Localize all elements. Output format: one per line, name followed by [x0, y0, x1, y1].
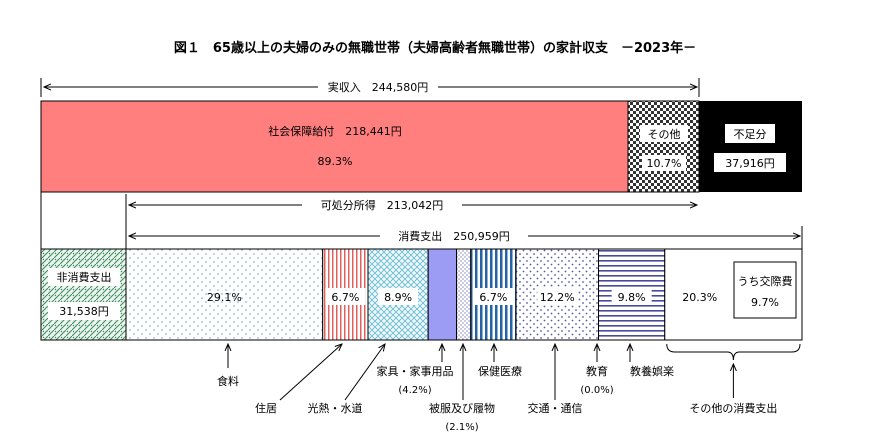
shortfall-bar: [699, 101, 802, 192]
other-income-label-bg: [640, 125, 688, 142]
callout-label-1: 住居: [255, 401, 277, 415]
consumption-pct-bg-2: [378, 288, 419, 305]
social-security-label: 社会保障給付 218,441円: [268, 124, 402, 138]
consumption-label-bg: [380, 227, 528, 245]
consumption-pct-0: 29.1%: [207, 291, 242, 304]
non-consumption-bar: [40, 248, 127, 341]
consumption-pct-6: 12.2%: [540, 291, 575, 304]
consumption-pct-2: 8.9%: [384, 291, 412, 304]
consumption-segments: 29.1% 6.7% 8.9% 6.7% 12.2% 9.8% 20.3% うち交際費 9.7%: [125, 248, 803, 341]
callout-pct-3: (4.2%): [398, 385, 431, 396]
callout-label-2: 光熱・水道: [308, 401, 363, 415]
callout-label-5: 保健医療: [478, 364, 522, 378]
callout-label-7: 教育: [586, 364, 608, 378]
non-consumption-label-bg: [48, 268, 120, 286]
consumption-pct-9: 20.3%: [682, 291, 717, 304]
consumption-pct-bg-1: [325, 288, 366, 305]
income-label: 実収入 244,580円: [328, 80, 429, 94]
page-title: 図１ 65歳以上の夫婦のみの無職世帯（夫婦高齢者無職世帯）の家計収支 －2023…: [174, 40, 696, 56]
entertainment-sub-pct: 9.7%: [751, 296, 779, 309]
callout-label-9: その他の消費支出: [689, 401, 777, 415]
callout-pct-4: (2.1%): [445, 422, 478, 433]
consumption-pct-bg-8: [611, 288, 652, 305]
callout-arrow-1: [279, 344, 342, 401]
non-consumption-amount-bg: [48, 302, 120, 320]
consumption-pct-1: 6.7%: [331, 291, 359, 304]
callout-label-0: 食料: [217, 374, 239, 388]
consumption-bar-4: [456, 248, 472, 341]
shortfall-amount: 37,916円: [725, 157, 775, 170]
consumption-pct-bg-6: [537, 288, 578, 305]
other-income-label: その他: [648, 128, 681, 141]
shortfall-amount-bg: [714, 153, 786, 172]
consumption-pct-5: 6.7%: [479, 291, 507, 304]
shortfall-label: 不足分: [734, 128, 767, 141]
consumption-pct-bg-5: [473, 288, 514, 305]
consumption-pct-8: 9.8%: [618, 291, 646, 304]
non-consumption-amount: 31,538円: [59, 305, 109, 318]
callout-arrow-2: [344, 344, 385, 401]
shortfall-label-bg: [725, 124, 775, 143]
callout-label-6: 交通・通信: [528, 401, 583, 415]
consumption-label: 消費支出 250,959円: [398, 229, 510, 243]
callout-label-8: 教養娯楽: [630, 364, 674, 378]
entertainment-sub-box: [733, 261, 797, 319]
income-label-bg: [318, 78, 438, 95]
social-security-pct: 89.3%: [318, 155, 353, 168]
callout-pct-7: (0.0%): [580, 385, 613, 396]
consumption-bar-3: [427, 248, 458, 341]
other-income-bar: [627, 100, 700, 193]
entertainment-sub-label: うち交際費: [738, 274, 793, 288]
callout-label-3: 家具・家事用品: [377, 364, 454, 378]
other-income-pct-bg: [642, 155, 686, 171]
disposable-label-bg: [302, 196, 462, 214]
callout-label-4: 被服及び履物: [429, 401, 495, 415]
other-consumption-brace: [666, 343, 801, 361]
consumption-bar-0: [125, 248, 324, 341]
social-security-bar: [40, 100, 629, 193]
other-income-pct: 10.7%: [647, 157, 682, 170]
disposable-label: 可処分所得 213,042円: [321, 199, 444, 212]
non-consumption-label: 非消費支出: [57, 270, 112, 284]
